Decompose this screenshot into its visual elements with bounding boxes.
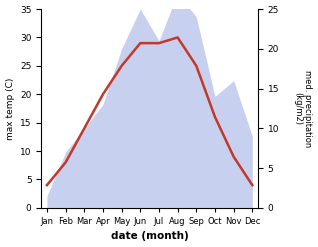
Y-axis label: med. precipitation
(kg/m2): med. precipitation (kg/m2) bbox=[293, 70, 313, 147]
X-axis label: date (month): date (month) bbox=[111, 231, 189, 242]
Y-axis label: max temp (C): max temp (C) bbox=[5, 77, 15, 140]
